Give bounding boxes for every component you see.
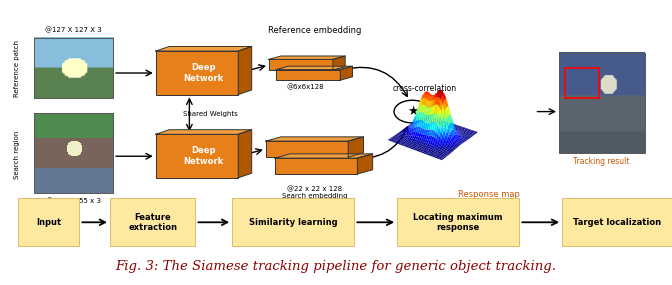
Circle shape xyxy=(394,100,431,123)
Polygon shape xyxy=(348,137,364,157)
Text: Response map: Response map xyxy=(458,190,519,199)
Text: ★: ★ xyxy=(407,105,418,118)
Polygon shape xyxy=(156,130,252,134)
FancyBboxPatch shape xyxy=(156,134,239,178)
Polygon shape xyxy=(276,66,353,70)
Text: Reference patch: Reference patch xyxy=(14,40,20,97)
Text: @22 x 22 x 128
Search embedding: @22 x 22 x 128 Search embedding xyxy=(282,185,347,199)
Polygon shape xyxy=(333,56,345,70)
Text: Feature
extraction: Feature extraction xyxy=(128,213,177,232)
FancyBboxPatch shape xyxy=(275,158,358,174)
Text: Deep
Network: Deep Network xyxy=(183,146,224,166)
Text: @127 X 127 X 3: @127 X 127 X 3 xyxy=(45,27,101,33)
Polygon shape xyxy=(358,154,373,174)
Text: Target localization: Target localization xyxy=(573,218,661,227)
Polygon shape xyxy=(239,46,252,95)
Text: Deep
Network: Deep Network xyxy=(183,63,224,83)
Text: @255 x 255 x 3: @255 x 255 x 3 xyxy=(46,198,101,204)
FancyBboxPatch shape xyxy=(397,198,519,246)
Polygon shape xyxy=(340,66,353,80)
Text: Shared Weights: Shared Weights xyxy=(183,111,238,117)
FancyBboxPatch shape xyxy=(232,198,354,246)
Text: cross-correlation: cross-correlation xyxy=(392,84,457,93)
FancyBboxPatch shape xyxy=(265,141,348,157)
Text: Input: Input xyxy=(36,218,61,227)
FancyBboxPatch shape xyxy=(276,70,340,80)
FancyBboxPatch shape xyxy=(156,51,239,95)
Text: @6x6x128: @6x6x128 xyxy=(287,84,325,90)
FancyBboxPatch shape xyxy=(562,198,672,246)
Polygon shape xyxy=(265,137,364,141)
Text: Locating maximum
response: Locating maximum response xyxy=(413,213,503,232)
Text: Search region: Search region xyxy=(14,131,20,179)
Text: Similarity learning: Similarity learning xyxy=(249,218,337,227)
Text: Tracking result: Tracking result xyxy=(573,157,630,166)
FancyBboxPatch shape xyxy=(18,198,79,246)
Polygon shape xyxy=(269,56,345,59)
Polygon shape xyxy=(239,130,252,178)
FancyBboxPatch shape xyxy=(110,198,196,246)
Text: Fig. 3: The Siamese tracking pipeline for generic object tracking.: Fig. 3: The Siamese tracking pipeline fo… xyxy=(116,260,556,273)
Polygon shape xyxy=(156,46,252,51)
Text: Reference embedding: Reference embedding xyxy=(268,26,362,35)
FancyBboxPatch shape xyxy=(269,59,333,70)
Polygon shape xyxy=(275,154,373,158)
